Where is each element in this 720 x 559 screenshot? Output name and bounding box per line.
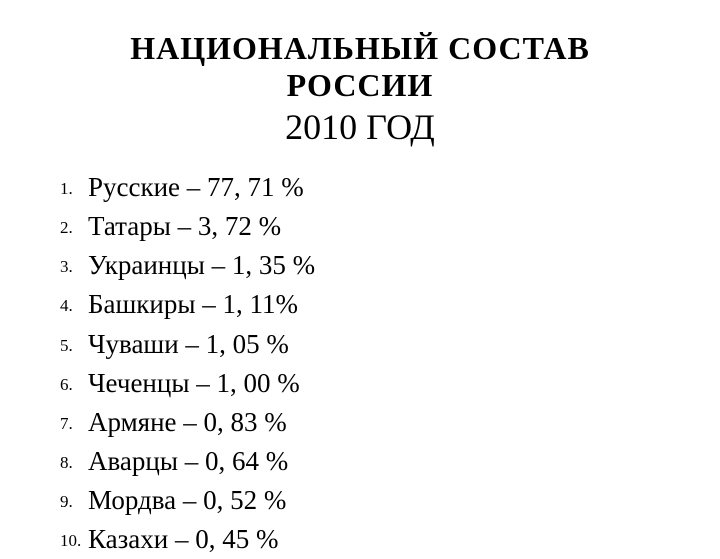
list-item: 2. Татары – 3, 72 %	[60, 207, 665, 246]
list-number: 2.	[60, 216, 88, 241]
list-item: 1. Русские – 77, 71 %	[60, 168, 665, 207]
list-text: Чуваши – 1, 05 %	[88, 325, 289, 364]
list-number: 7.	[60, 412, 88, 437]
list-number: 3.	[60, 255, 88, 280]
list-number: 9.	[60, 490, 88, 515]
list-number: 6.	[60, 373, 88, 398]
list-item: 5. Чуваши – 1, 05 %	[60, 325, 665, 364]
list-text: Русские – 77, 71 %	[88, 168, 304, 207]
list-text: Аварцы – 0, 64 %	[88, 442, 288, 481]
list-item: 4. Башкиры – 1, 11%	[60, 285, 665, 324]
list-item: 3. Украинцы – 1, 35 %	[60, 246, 665, 285]
list-number: 1.	[60, 177, 88, 202]
list-number: 4.	[60, 294, 88, 319]
list-number: 5.	[60, 334, 88, 359]
list-text: Башкиры – 1, 11%	[88, 285, 298, 324]
list-text: Чеченцы – 1, 00 %	[88, 364, 300, 403]
list-item: 6. Чеченцы – 1, 00 %	[60, 364, 665, 403]
list-number: 8.	[60, 451, 88, 476]
list-text: Мордва – 0, 52 %	[88, 481, 286, 520]
list-number: 10.	[60, 529, 88, 554]
page-title: НАЦИОНАЛЬНЫЙ СОСТАВ РОССИИ	[55, 30, 665, 104]
page-subtitle: 2010 ГОД	[55, 106, 665, 148]
subtitle-year: 2010	[285, 107, 357, 147]
list-text: Татары – 3, 72 %	[88, 207, 281, 246]
list-item: 7. Армяне – 0, 83 %	[60, 403, 665, 442]
subtitle-word: ГОД	[357, 107, 435, 147]
list-item: 8. Аварцы – 0, 64 %	[60, 442, 665, 481]
list-text: Армяне – 0, 83 %	[88, 403, 287, 442]
list-item: 9. Мордва – 0, 52 %	[60, 481, 665, 520]
ethnic-list: 1. Русские – 77, 71 % 2. Татары – 3, 72 …	[55, 168, 665, 559]
list-text: Украинцы – 1, 35 %	[88, 246, 315, 285]
